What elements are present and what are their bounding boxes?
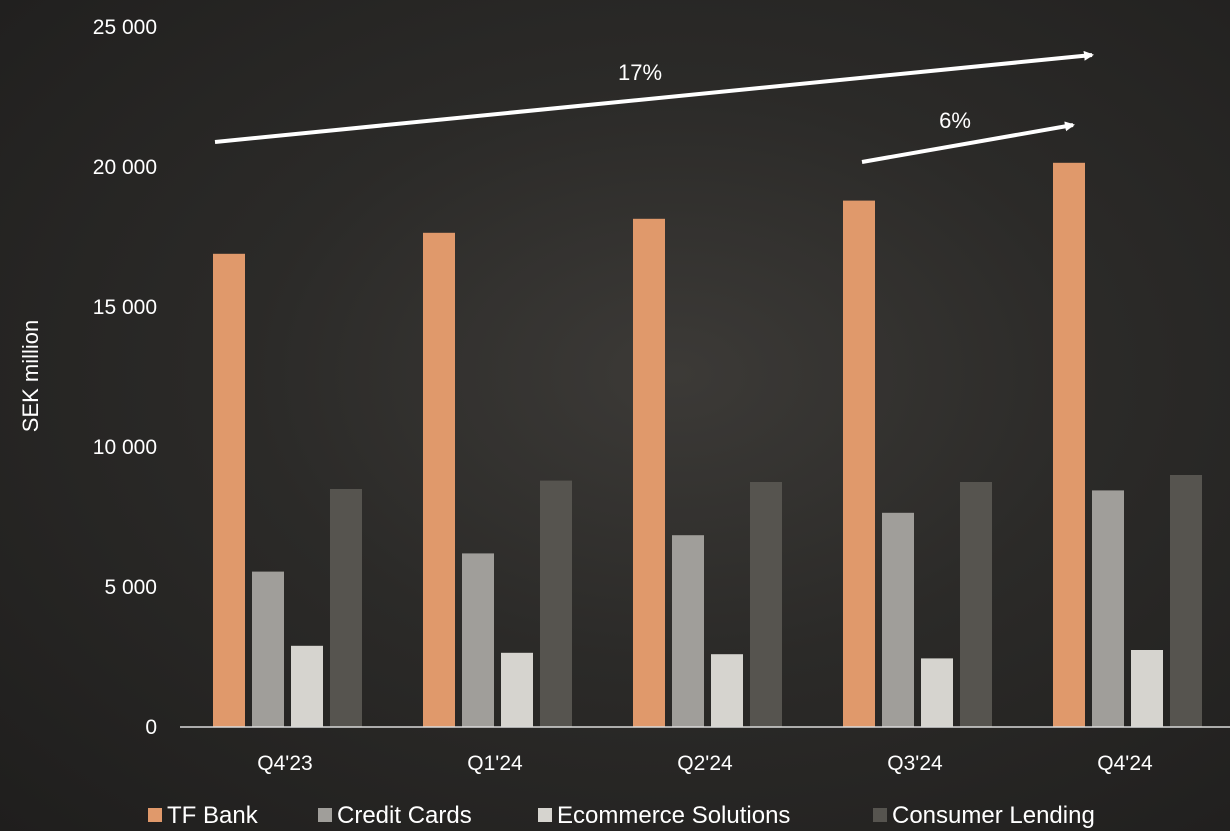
y-tick-label: 5 000 (104, 576, 157, 599)
legend-swatch-credit-cards (318, 808, 332, 822)
legend-label-consumer-lending: Consumer Lending (892, 802, 1095, 829)
bar-ecommerce-solutions-q4-24 (1131, 650, 1163, 727)
legend-swatch-tf-bank (148, 808, 162, 822)
bar-tf-bank-q4-23 (213, 253, 245, 728)
bar-consumer-lending-q4-23 (330, 489, 362, 727)
bar-credit-cards-q4-23 (252, 571, 284, 727)
y-axis-title: SEK million (18, 320, 43, 432)
bar-ecommerce-solutions-q3-24 (921, 658, 953, 727)
y-tick-label: 0 (145, 716, 157, 739)
bar-consumer-lending-q2-24 (750, 482, 782, 727)
x-tick-label: Q2'24 (677, 752, 733, 775)
bar-tf-bank-q2-24 (633, 218, 665, 728)
legend: TF Bank Credit Cards Ecommerce Solutions Co… (148, 802, 1095, 829)
growth-arrow-1 (214, 50, 1094, 144)
bar-credit-cards-q4-24 (1092, 490, 1124, 727)
bar-consumer-lending-q3-24 (960, 482, 992, 727)
legend-label-credit-cards: Credit Cards (337, 802, 472, 829)
y-tick-label: 25 000 (93, 16, 157, 39)
y-axis-ticks: 0 5 000 10 000 15 000 20 000 25 000 (93, 16, 157, 739)
legend-swatch-ecommerce-solutions (538, 808, 552, 822)
bar-tf-bank-q4-24 (1053, 162, 1085, 728)
bar-credit-cards-q2-24 (672, 535, 704, 727)
legend-label-ecommerce-solutions: Ecommerce Solutions (557, 802, 790, 829)
y-tick-label: 15 000 (93, 296, 157, 319)
legend-label-tf-bank: TF Bank (167, 802, 259, 829)
y-tick-label: 20 000 (93, 156, 157, 179)
bar-credit-cards-q3-24 (882, 512, 914, 727)
growth-arrow-2 (861, 121, 1075, 164)
x-tick-label: Q4'24 (1097, 752, 1153, 775)
bar-consumer-lending-q4-24 (1170, 475, 1202, 727)
bar-tf-bank-q1-24 (423, 232, 455, 728)
growth-label-1: 17% (618, 60, 662, 85)
bars-group (213, 162, 1202, 728)
x-tick-label: Q3'24 (887, 752, 943, 775)
bar-credit-cards-q1-24 (462, 553, 494, 727)
bar-tf-bank-q3-24 (843, 200, 875, 728)
bar-ecommerce-solutions-q4-23 (291, 645, 323, 727)
x-tick-label: Q1'24 (467, 752, 523, 775)
bar-ecommerce-solutions-q2-24 (711, 654, 743, 727)
growth-label-2: 6% (939, 108, 971, 133)
growth-annotations: 17% 6% (214, 50, 1094, 164)
x-axis-ticks: Q4'23 Q1'24 Q2'24 Q3'24 Q4'24 (257, 752, 1153, 775)
legend-swatch-consumer-lending (873, 808, 887, 822)
bar-ecommerce-solutions-q1-24 (501, 652, 533, 727)
bar-consumer-lending-q1-24 (540, 480, 572, 727)
y-tick-label: 10 000 (93, 436, 157, 459)
x-tick-label: Q4'23 (257, 752, 312, 775)
